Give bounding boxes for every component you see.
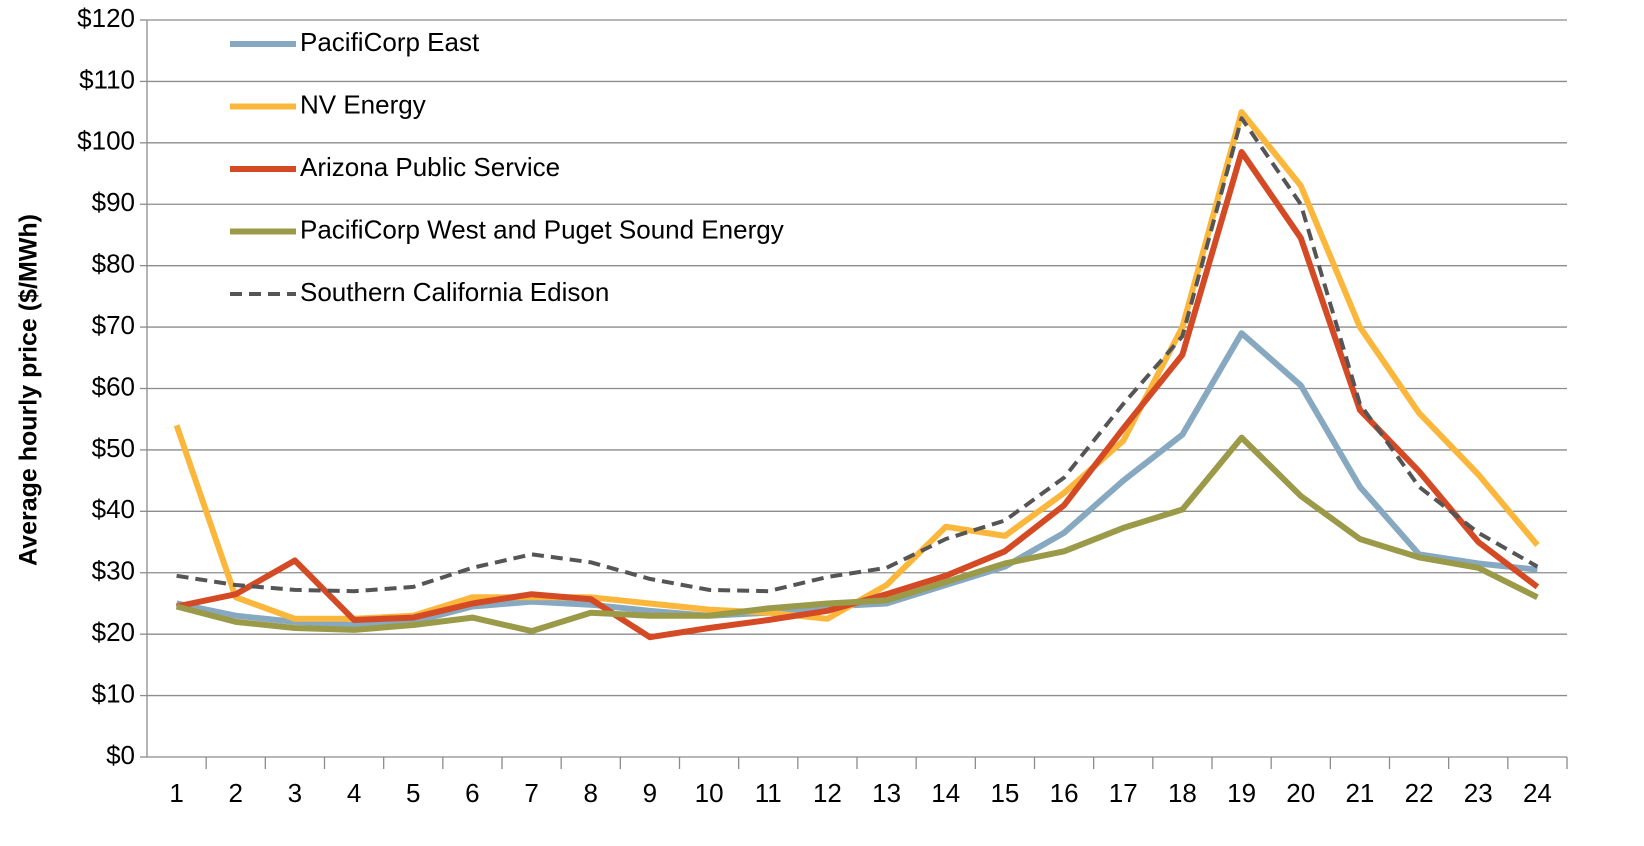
series-line	[176, 116, 1539, 594]
x-tick-label: 18	[1168, 778, 1197, 808]
y-tick-label: $30	[92, 556, 135, 586]
y-tick-label: $60	[92, 371, 135, 401]
x-tick-label: 4	[347, 778, 361, 808]
x-tick-label: 5	[406, 778, 420, 808]
x-tick-label: 17	[1109, 778, 1138, 808]
x-tick-label: 2	[229, 778, 243, 808]
series-line	[173, 109, 1540, 622]
y-axis-label: Average hourly price ($/MWh)	[15, 214, 43, 566]
y-tick-label: $40	[92, 494, 135, 524]
x-tick-label: 3	[288, 778, 302, 808]
y-tick-label: $100	[77, 126, 135, 156]
legend-label: PacifiCorp West and Puget Sound Energy	[300, 214, 784, 244]
y-tick-label: $20	[92, 617, 135, 647]
x-tick-label: 15	[990, 778, 1019, 808]
x-tick-label: 8	[584, 778, 598, 808]
legend-label: NV Energy	[300, 89, 426, 119]
x-tick-label: 10	[695, 778, 724, 808]
x-tick-label: 24	[1523, 778, 1552, 808]
legend-label: Arizona Public Service	[300, 152, 560, 182]
x-tick-label: 7	[524, 778, 538, 808]
x-tick-label: 16	[1050, 778, 1079, 808]
x-tick-label: 21	[1345, 778, 1374, 808]
y-tick-label: $0	[106, 740, 135, 770]
x-tick-label: 19	[1227, 778, 1256, 808]
y-tick-label: $50	[92, 433, 135, 463]
y-tick-label: $110	[79, 64, 135, 94]
series-line	[175, 330, 1538, 628]
x-tick-label: 12	[813, 778, 842, 808]
x-tick-label: 14	[931, 778, 960, 808]
series-line	[175, 434, 1539, 635]
x-tick-label: 11	[755, 778, 782, 808]
y-tick-label: $90	[92, 187, 135, 217]
x-tick-label: 9	[643, 778, 657, 808]
x-tick-label: 20	[1286, 778, 1315, 808]
y-tick-label: $70	[92, 310, 135, 340]
legend-label: PacifiCorp East	[300, 27, 480, 57]
x-tick-label: 6	[465, 778, 479, 808]
y-tick-label: $120	[77, 3, 135, 33]
y-tick-label: $80	[92, 249, 135, 279]
legend-label: Southern California Edison	[300, 277, 609, 307]
x-tick-label: 23	[1464, 778, 1493, 808]
x-tick-label: 13	[872, 778, 901, 808]
y-tick-label: $10	[92, 678, 135, 708]
x-tick-label: 22	[1405, 778, 1434, 808]
x-tick-label: 1	[169, 778, 183, 808]
